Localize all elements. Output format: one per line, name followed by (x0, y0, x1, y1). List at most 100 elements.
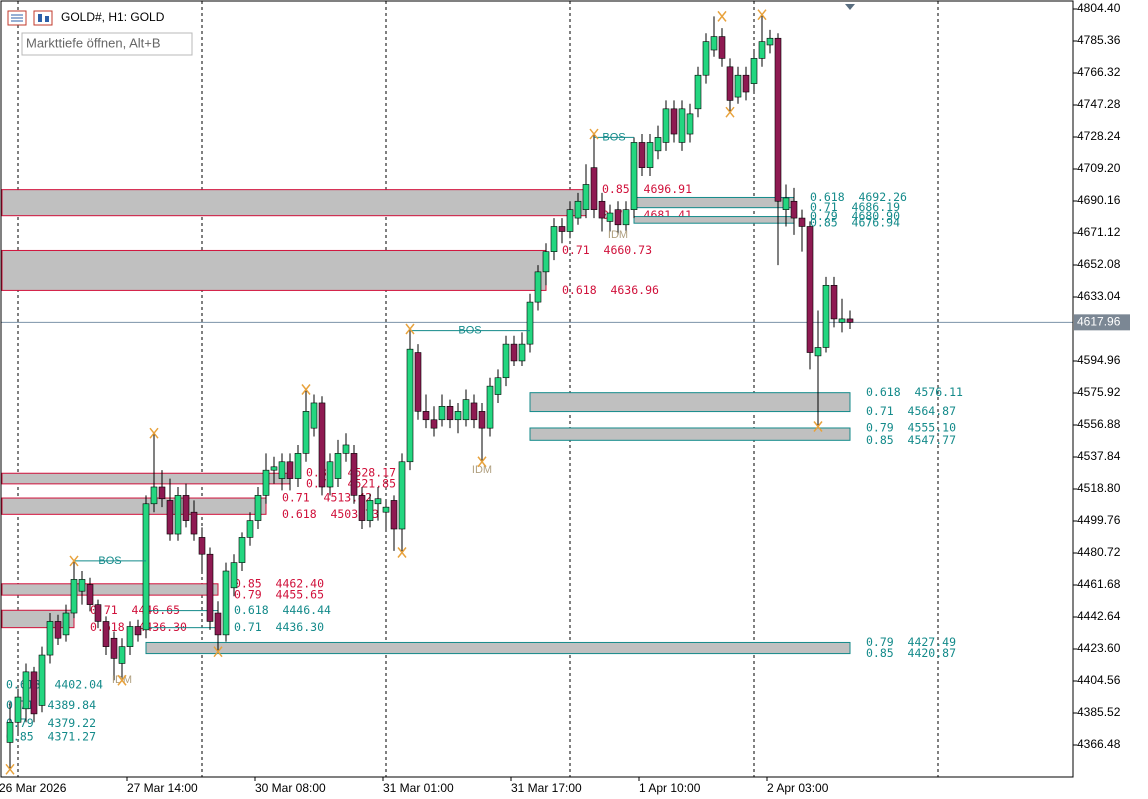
x-tick-label: 31 Mar 01:00 (383, 781, 454, 795)
candle-body (374, 498, 382, 505)
zone-label: 0.71 4660.73 (562, 243, 652, 257)
bos-label: BOS (98, 555, 121, 567)
candle-body (70, 579, 78, 614)
zone-label: 0.85 4676.94 (810, 216, 900, 230)
candle-body (694, 74, 702, 110)
candle-body (822, 284, 830, 348)
zone (529, 427, 851, 441)
fib-label: 0.79 4379.22 (6, 716, 96, 730)
candle-body (446, 406, 454, 421)
candle-body (494, 377, 502, 395)
candle-body (542, 251, 550, 273)
y-tick-label: 4499.76 (1077, 513, 1121, 527)
x-tick-label: 31 Mar 17:00 (511, 781, 582, 795)
candle-body (758, 41, 766, 59)
symbol-icons (7, 10, 53, 26)
zone (633, 216, 795, 224)
y-tick-label: 4652.08 (1077, 257, 1121, 271)
swing-marker (301, 384, 311, 395)
zone (145, 641, 851, 655)
fib-label: 0.85 4371.27 (6, 729, 96, 743)
swing-marker (69, 555, 79, 567)
y-tick-label: 4671.12 (1077, 225, 1121, 239)
candle-body (814, 347, 822, 357)
candle-body (22, 671, 30, 710)
plot-area: 0.85 4696.910.79 4681.410.71 4660.730.61… (1, 1, 1073, 777)
x-tick-label: 26 Mar 2026 (0, 781, 67, 795)
y-tick-label: 4575.92 (1077, 385, 1121, 399)
y-tick-label: 4766.32 (1077, 65, 1121, 79)
candle-body (302, 411, 310, 454)
candle-body (118, 646, 126, 664)
candle-body (606, 212, 614, 222)
candle-body (502, 343, 510, 379)
candle-body (326, 461, 334, 488)
candle-body (486, 385, 494, 429)
y-tick-label: 4690.16 (1077, 193, 1121, 207)
candle-body (134, 626, 142, 636)
candle-body (158, 486, 166, 500)
swing-marker (717, 10, 727, 22)
y-tick-label: 4747.28 (1077, 97, 1121, 111)
zone-label: 0.79 4555.10 (866, 420, 956, 434)
zone-label: 0.71 4446.65 (90, 603, 180, 617)
zone-label: 0.79 4455.65 (234, 588, 324, 602)
y-tick-label: 4366.48 (1077, 737, 1121, 751)
candle-body (702, 41, 710, 76)
candle-body (230, 562, 238, 589)
candle-body (14, 696, 22, 723)
candle-body (102, 621, 110, 647)
candle-body (550, 226, 558, 252)
candle-body (278, 461, 286, 479)
candle-body (630, 142, 638, 210)
candle-body (62, 612, 70, 636)
swing-marker (149, 427, 159, 439)
candle-body (222, 570, 230, 636)
bos-label: BOS (602, 131, 625, 143)
candle-body (30, 671, 38, 715)
candle-body (406, 348, 414, 463)
candle-body (390, 500, 398, 530)
candle-body (342, 444, 350, 454)
candle-body (638, 142, 646, 168)
x-tick-label: 27 Mar 14:00 (127, 781, 198, 795)
candle-body (686, 113, 694, 135)
swing-marker (589, 128, 599, 140)
zone (529, 392, 851, 413)
y-tick-label: 4728.24 (1077, 129, 1121, 143)
plot-frame (0, 0, 1074, 778)
candle-body (590, 167, 598, 210)
idm-label: IDM (472, 464, 492, 476)
y-tick-label: 4480.72 (1077, 545, 1121, 559)
candle-body (246, 520, 254, 538)
zone-label: 0.618 4446.44 (234, 603, 331, 617)
y-tick-label: 4785.36 (1077, 33, 1121, 47)
zone-label: 0.85 4696.91 (602, 182, 692, 196)
swing-marker (725, 106, 735, 118)
candle-body (86, 584, 94, 605)
candle-body (286, 461, 294, 479)
candle-body (510, 343, 518, 362)
candle-body (566, 209, 574, 232)
candle-body (438, 406, 446, 421)
price-label-box (1074, 314, 1130, 331)
candle-body (382, 506, 390, 513)
candle-body (270, 466, 278, 471)
zone-label: 0.85 4547.77 (866, 433, 956, 447)
candle-body (318, 402, 326, 488)
zone-label: 0.618 4503.73 (282, 507, 379, 521)
candle-body (206, 553, 214, 622)
icon (38, 14, 42, 22)
candle-body (46, 621, 54, 656)
candle-body (414, 352, 422, 412)
zone (633, 196, 795, 209)
zone-label: 0.71 4686.19 (810, 200, 900, 214)
candle-body (54, 621, 62, 639)
y-tick-label: 4461.68 (1077, 577, 1121, 591)
candle-body (646, 142, 654, 168)
zone-label: 0.71 4564.87 (866, 404, 956, 418)
candle-body (470, 402, 478, 421)
y-tick-label: 4556.88 (1077, 417, 1121, 431)
x-tick-label: 1 Apr 10:00 (639, 781, 701, 795)
candle-body (838, 318, 846, 323)
